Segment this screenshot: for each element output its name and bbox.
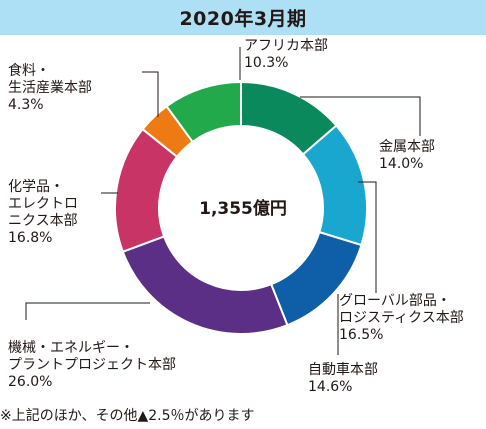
label-kikai-pct: 26.0% bbox=[8, 374, 53, 390]
label-kagaku-pct: 16.8% bbox=[8, 230, 53, 246]
leader-line-global bbox=[358, 181, 377, 293]
chart-title-bar: 2020年3月期 bbox=[0, 0, 486, 35]
label-jidosha-pct: 14.6% bbox=[308, 379, 353, 395]
label-kagaku-name-2: エレクトロ bbox=[8, 196, 78, 212]
chart-title: 2020年3月期 bbox=[179, 8, 307, 30]
label-shokuryo: 食料・ 生活産業本部 4.3% bbox=[8, 63, 92, 114]
label-shokuryo-name-2: 生活産業本部 bbox=[8, 80, 92, 96]
label-shokuryo-pct: 4.3% bbox=[8, 97, 44, 113]
label-africa: アフリカ本部 10.3% bbox=[244, 38, 328, 72]
label-kinzoku-pct: 14.0% bbox=[379, 156, 424, 172]
label-kagaku-name-1: 化学品・ bbox=[8, 179, 64, 195]
label-africa-pct: 10.3% bbox=[244, 55, 289, 71]
label-kikai-name-1: 機械・エネルギー・ bbox=[8, 340, 134, 356]
leader-line-kikai bbox=[25, 302, 150, 320]
label-kagaku-name-3: ニクス本部 bbox=[8, 213, 78, 229]
label-global: グローバル部品・ ロジスティクス本部 16.5% bbox=[339, 293, 464, 344]
pie-slice-3 bbox=[121, 235, 289, 335]
leader-line-shokuryo bbox=[142, 71, 159, 117]
label-kagaku: 化学品・ エレクトロ ニクス本部 16.8% bbox=[8, 179, 78, 247]
label-kinzoku-name: 金属本部 bbox=[379, 139, 435, 155]
label-africa-name: アフリカ本部 bbox=[244, 38, 328, 54]
label-global-pct: 16.5% bbox=[339, 327, 384, 343]
label-kikai-name-2: プラントプロジェクト本部 bbox=[8, 357, 176, 373]
center-total: 1,355億円 bbox=[199, 199, 287, 219]
pie-slice-6 bbox=[165, 80, 242, 144]
footnote: ※上記のほか、その他▲2.5％があります bbox=[0, 408, 255, 424]
label-global-name-1: グローバル部品・ bbox=[339, 293, 451, 309]
label-jidosha-name: 自動車本部 bbox=[308, 362, 378, 378]
label-kikai: 機械・エネルギー・ プラントプロジェクト本部 26.0% bbox=[8, 340, 176, 391]
leader-line-kinzoku bbox=[300, 96, 421, 136]
label-shokuryo-name-1: 食料・ bbox=[8, 63, 50, 79]
label-kinzoku: 金属本部 14.0% bbox=[379, 139, 435, 173]
label-jidosha: 自動車本部 14.6% bbox=[308, 362, 378, 396]
label-global-name-2: ロジスティクス本部 bbox=[339, 310, 464, 326]
